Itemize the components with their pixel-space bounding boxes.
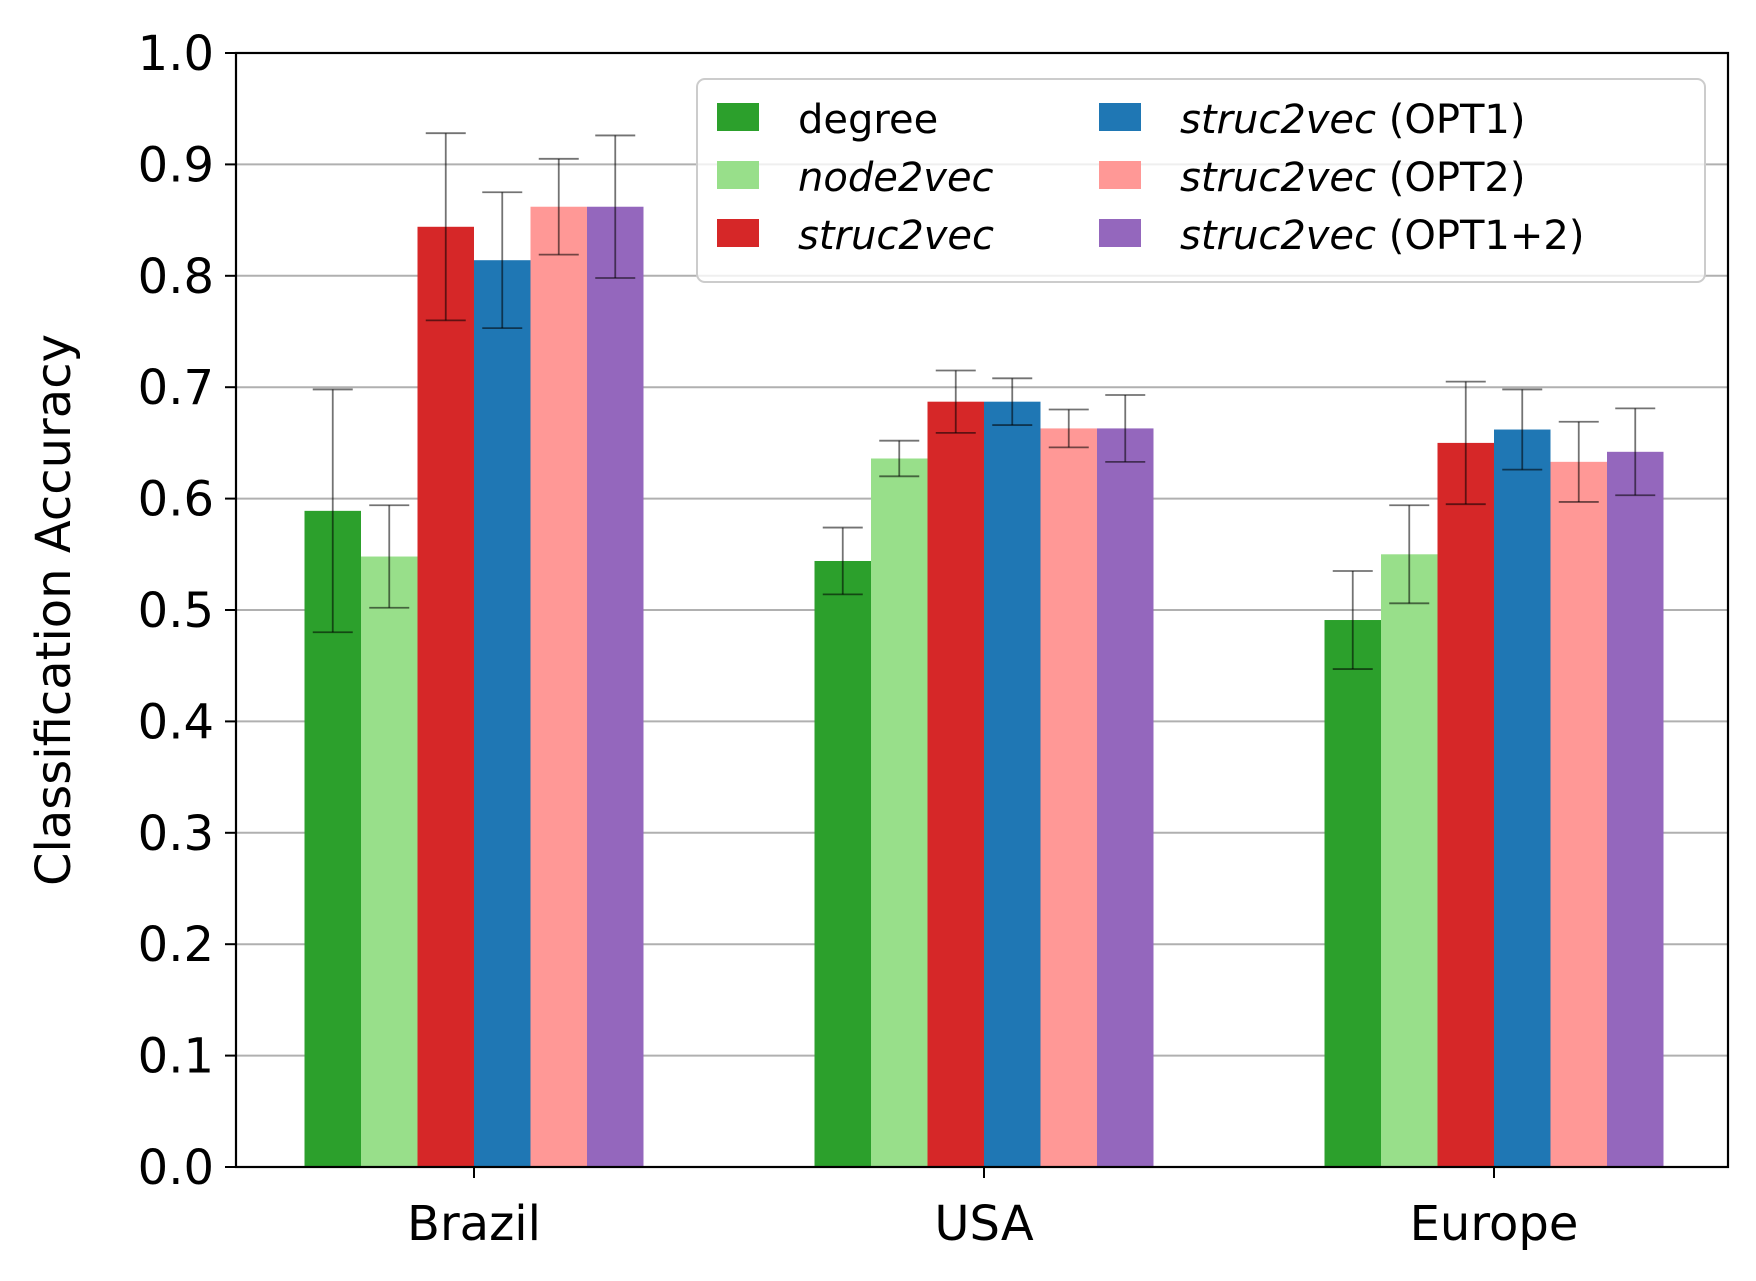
y-axis-title: Classification Accuracy (26, 334, 82, 886)
legend-label-method: struc2vec (1180, 155, 1376, 201)
legend-swatch (717, 103, 759, 131)
y-tick-label: 1.0 (138, 26, 214, 82)
bar (1550, 461, 1607, 1167)
y-tick-label: 0.6 (138, 472, 214, 528)
y-axis-ticks: 0.0 0.1 0.2 0.3 0.4 0.5 0.6 0.7 0.8 0.9 1.0 (138, 26, 236, 1196)
legend-label: struc2vec (OPT1) (1180, 97, 1525, 143)
bar (530, 206, 587, 1167)
legend-label: degree (798, 97, 938, 143)
legend-label-method: struc2vec (1180, 213, 1376, 259)
bar (587, 206, 644, 1167)
bar (871, 458, 928, 1168)
bar (474, 260, 531, 1168)
bar (927, 401, 984, 1167)
bar (1494, 429, 1551, 1168)
legend-label: struc2vec (OPT2) (1180, 155, 1525, 201)
bar (361, 556, 418, 1167)
legend-label-variant: (OPT1+2) (1376, 213, 1584, 259)
legend-label-method: node2vec (798, 155, 994, 201)
bar (417, 226, 474, 1167)
bar (1097, 428, 1154, 1168)
bar (1040, 428, 1097, 1168)
legend-label-variant: (OPT1) (1376, 97, 1525, 143)
legend-label-variant: (OPT2) (1376, 155, 1525, 201)
y-tick-label: 0.4 (138, 694, 214, 750)
legend-swatch (1099, 103, 1141, 131)
bar (1324, 620, 1381, 1167)
legend-swatch (1099, 161, 1141, 189)
y-tick-label: 0.8 (138, 249, 214, 305)
bars (304, 206, 1664, 1168)
bar (814, 560, 871, 1167)
x-tick-label: USA (934, 1196, 1033, 1252)
y-tick-label: 0.7 (138, 360, 214, 416)
y-tick-label: 0.9 (138, 137, 214, 193)
legend-swatch (717, 161, 759, 189)
bar (1381, 554, 1438, 1167)
legend-label: struc2vec (798, 213, 994, 259)
x-tick-label: Brazil (407, 1196, 541, 1252)
legend-label-method: struc2vec (798, 213, 994, 259)
error-bars (312, 132, 1656, 670)
y-tick-label: 0.3 (138, 806, 214, 862)
legend-swatch (717, 219, 759, 247)
legend-label: struc2vec (OPT1+2) (1180, 213, 1584, 259)
legend-label: node2vec (798, 155, 994, 201)
x-tick-label: Europe (1410, 1196, 1579, 1252)
legend-label-method: struc2vec (1180, 97, 1376, 143)
bar (984, 401, 1041, 1167)
x-axis-ticks: Brazil USA Europe (407, 1167, 1578, 1252)
y-tick-label: 0.5 (138, 583, 214, 639)
y-tick-label: 0.0 (138, 1140, 214, 1196)
bar (1607, 451, 1664, 1167)
legend-swatch (1099, 219, 1141, 247)
legend-box (696, 78, 1706, 283)
y-tick-label: 0.2 (138, 917, 214, 973)
bar (1437, 442, 1494, 1167)
y-tick-label: 0.1 (138, 1029, 214, 1085)
